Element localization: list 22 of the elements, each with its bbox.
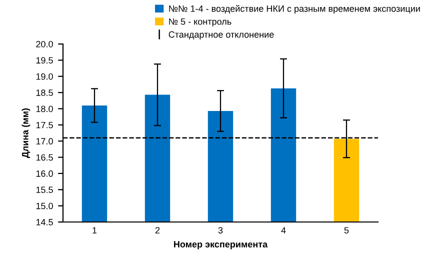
y-tick-label: 15.0 [36, 202, 53, 210]
y-tick-label: 17.5 [36, 122, 53, 128]
y-tick-label: 16.0 [36, 170, 53, 177]
y-axis-title: Длина (мм) [22, 108, 30, 158]
x-tick-label: 4 [281, 227, 286, 234]
x-tick-label: 2 [155, 227, 160, 234]
x-tick-label: 5 [344, 227, 349, 234]
legend-label: № 5 - контроль [169, 18, 232, 27]
x-axis-title: Номер эксперимента [174, 241, 268, 250]
x-tick-label: 3 [218, 227, 223, 234]
x-tick-label: 1 [92, 227, 97, 234]
y-tick-label: 20.0 [36, 40, 53, 48]
y-tick-label: 16.5 [36, 154, 53, 161]
y-tick-label: 19.0 [36, 73, 53, 80]
text: Стандартное отклонение [168, 31, 274, 40]
y-tick-label: 19.5 [36, 57, 53, 64]
y-tick-label: 17.0 [36, 138, 53, 144]
y-tick-label: 15.5 [36, 186, 53, 193]
y-tick-label: 18.0 [36, 106, 53, 112]
y-tick-label: 14.5 [36, 219, 53, 226]
y-tick-label: 18.5 [36, 90, 53, 96]
legend-label: №№ 1-4 - воздействие НКИ с разным временем экспозиции [169, 5, 420, 14]
